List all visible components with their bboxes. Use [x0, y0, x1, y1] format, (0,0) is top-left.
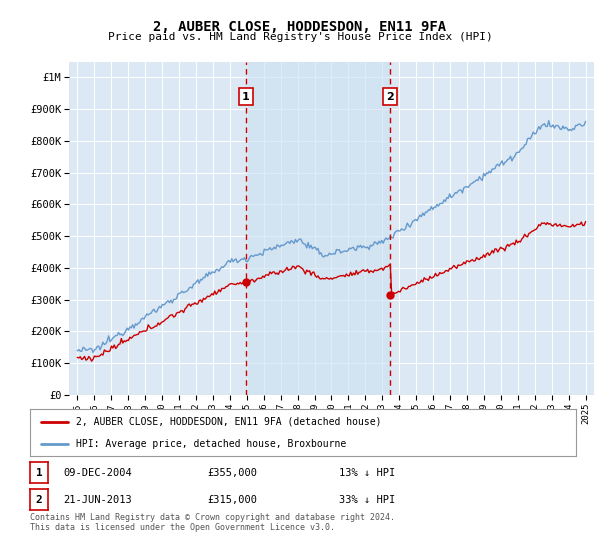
Text: 2, AUBER CLOSE, HODDESDON, EN11 9FA (detached house): 2, AUBER CLOSE, HODDESDON, EN11 9FA (det…: [76, 417, 382, 427]
Text: 13% ↓ HPI: 13% ↓ HPI: [339, 468, 395, 478]
Text: £355,000: £355,000: [207, 468, 257, 478]
Text: 2: 2: [386, 91, 394, 101]
Text: Contains HM Land Registry data © Crown copyright and database right 2024.
This d: Contains HM Land Registry data © Crown c…: [30, 513, 395, 533]
Text: 1: 1: [35, 468, 43, 478]
Bar: [246, 62, 390, 395]
Text: HPI: Average price, detached house, Broxbourne: HPI: Average price, detached house, Brox…: [76, 438, 347, 449]
Text: 09-DEC-2004: 09-DEC-2004: [63, 468, 132, 478]
Text: 1: 1: [242, 91, 250, 101]
Text: £315,000: £315,000: [207, 494, 257, 505]
Text: Price paid vs. HM Land Registry's House Price Index (HPI): Price paid vs. HM Land Registry's House …: [107, 32, 493, 42]
Text: 21-JUN-2013: 21-JUN-2013: [63, 494, 132, 505]
Text: 2, AUBER CLOSE, HODDESDON, EN11 9FA: 2, AUBER CLOSE, HODDESDON, EN11 9FA: [154, 20, 446, 34]
Text: 2: 2: [35, 494, 43, 505]
Text: 33% ↓ HPI: 33% ↓ HPI: [339, 494, 395, 505]
